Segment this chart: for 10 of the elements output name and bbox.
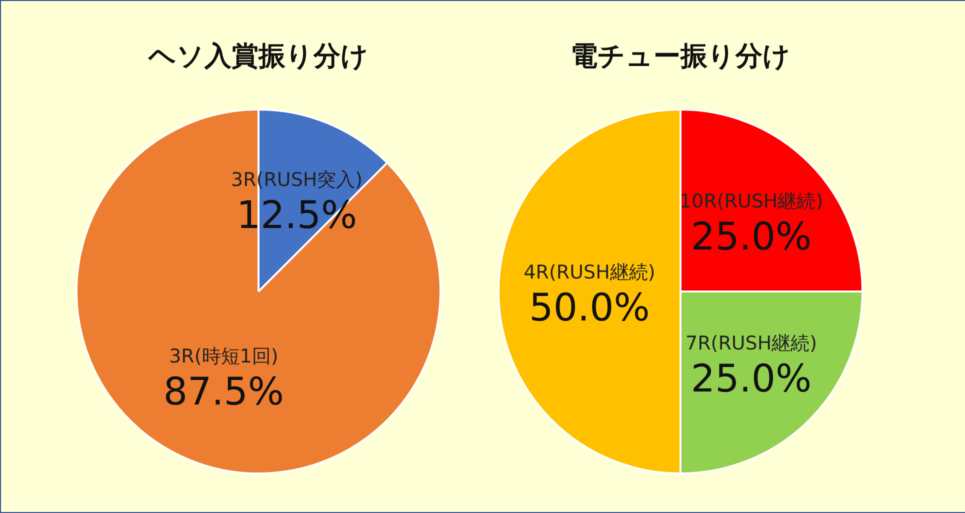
slice-label: 4R(RUSH継続): [524, 262, 656, 284]
slice-label: 3R(時短1回): [169, 346, 278, 368]
data-label: 50.0%: [529, 286, 650, 330]
chart-title: ヘソ入賞振り分け: [148, 41, 368, 72]
data-label: 25.0%: [690, 214, 812, 259]
slice-label: 7R(RUSH継続): [685, 332, 818, 354]
data-label: 25.0%: [690, 356, 812, 400]
chart-title: 電チュー振り分け: [570, 41, 790, 72]
data-label: 87.5%: [163, 370, 284, 414]
slice-label: 10R(RUSH継続): [679, 190, 824, 213]
